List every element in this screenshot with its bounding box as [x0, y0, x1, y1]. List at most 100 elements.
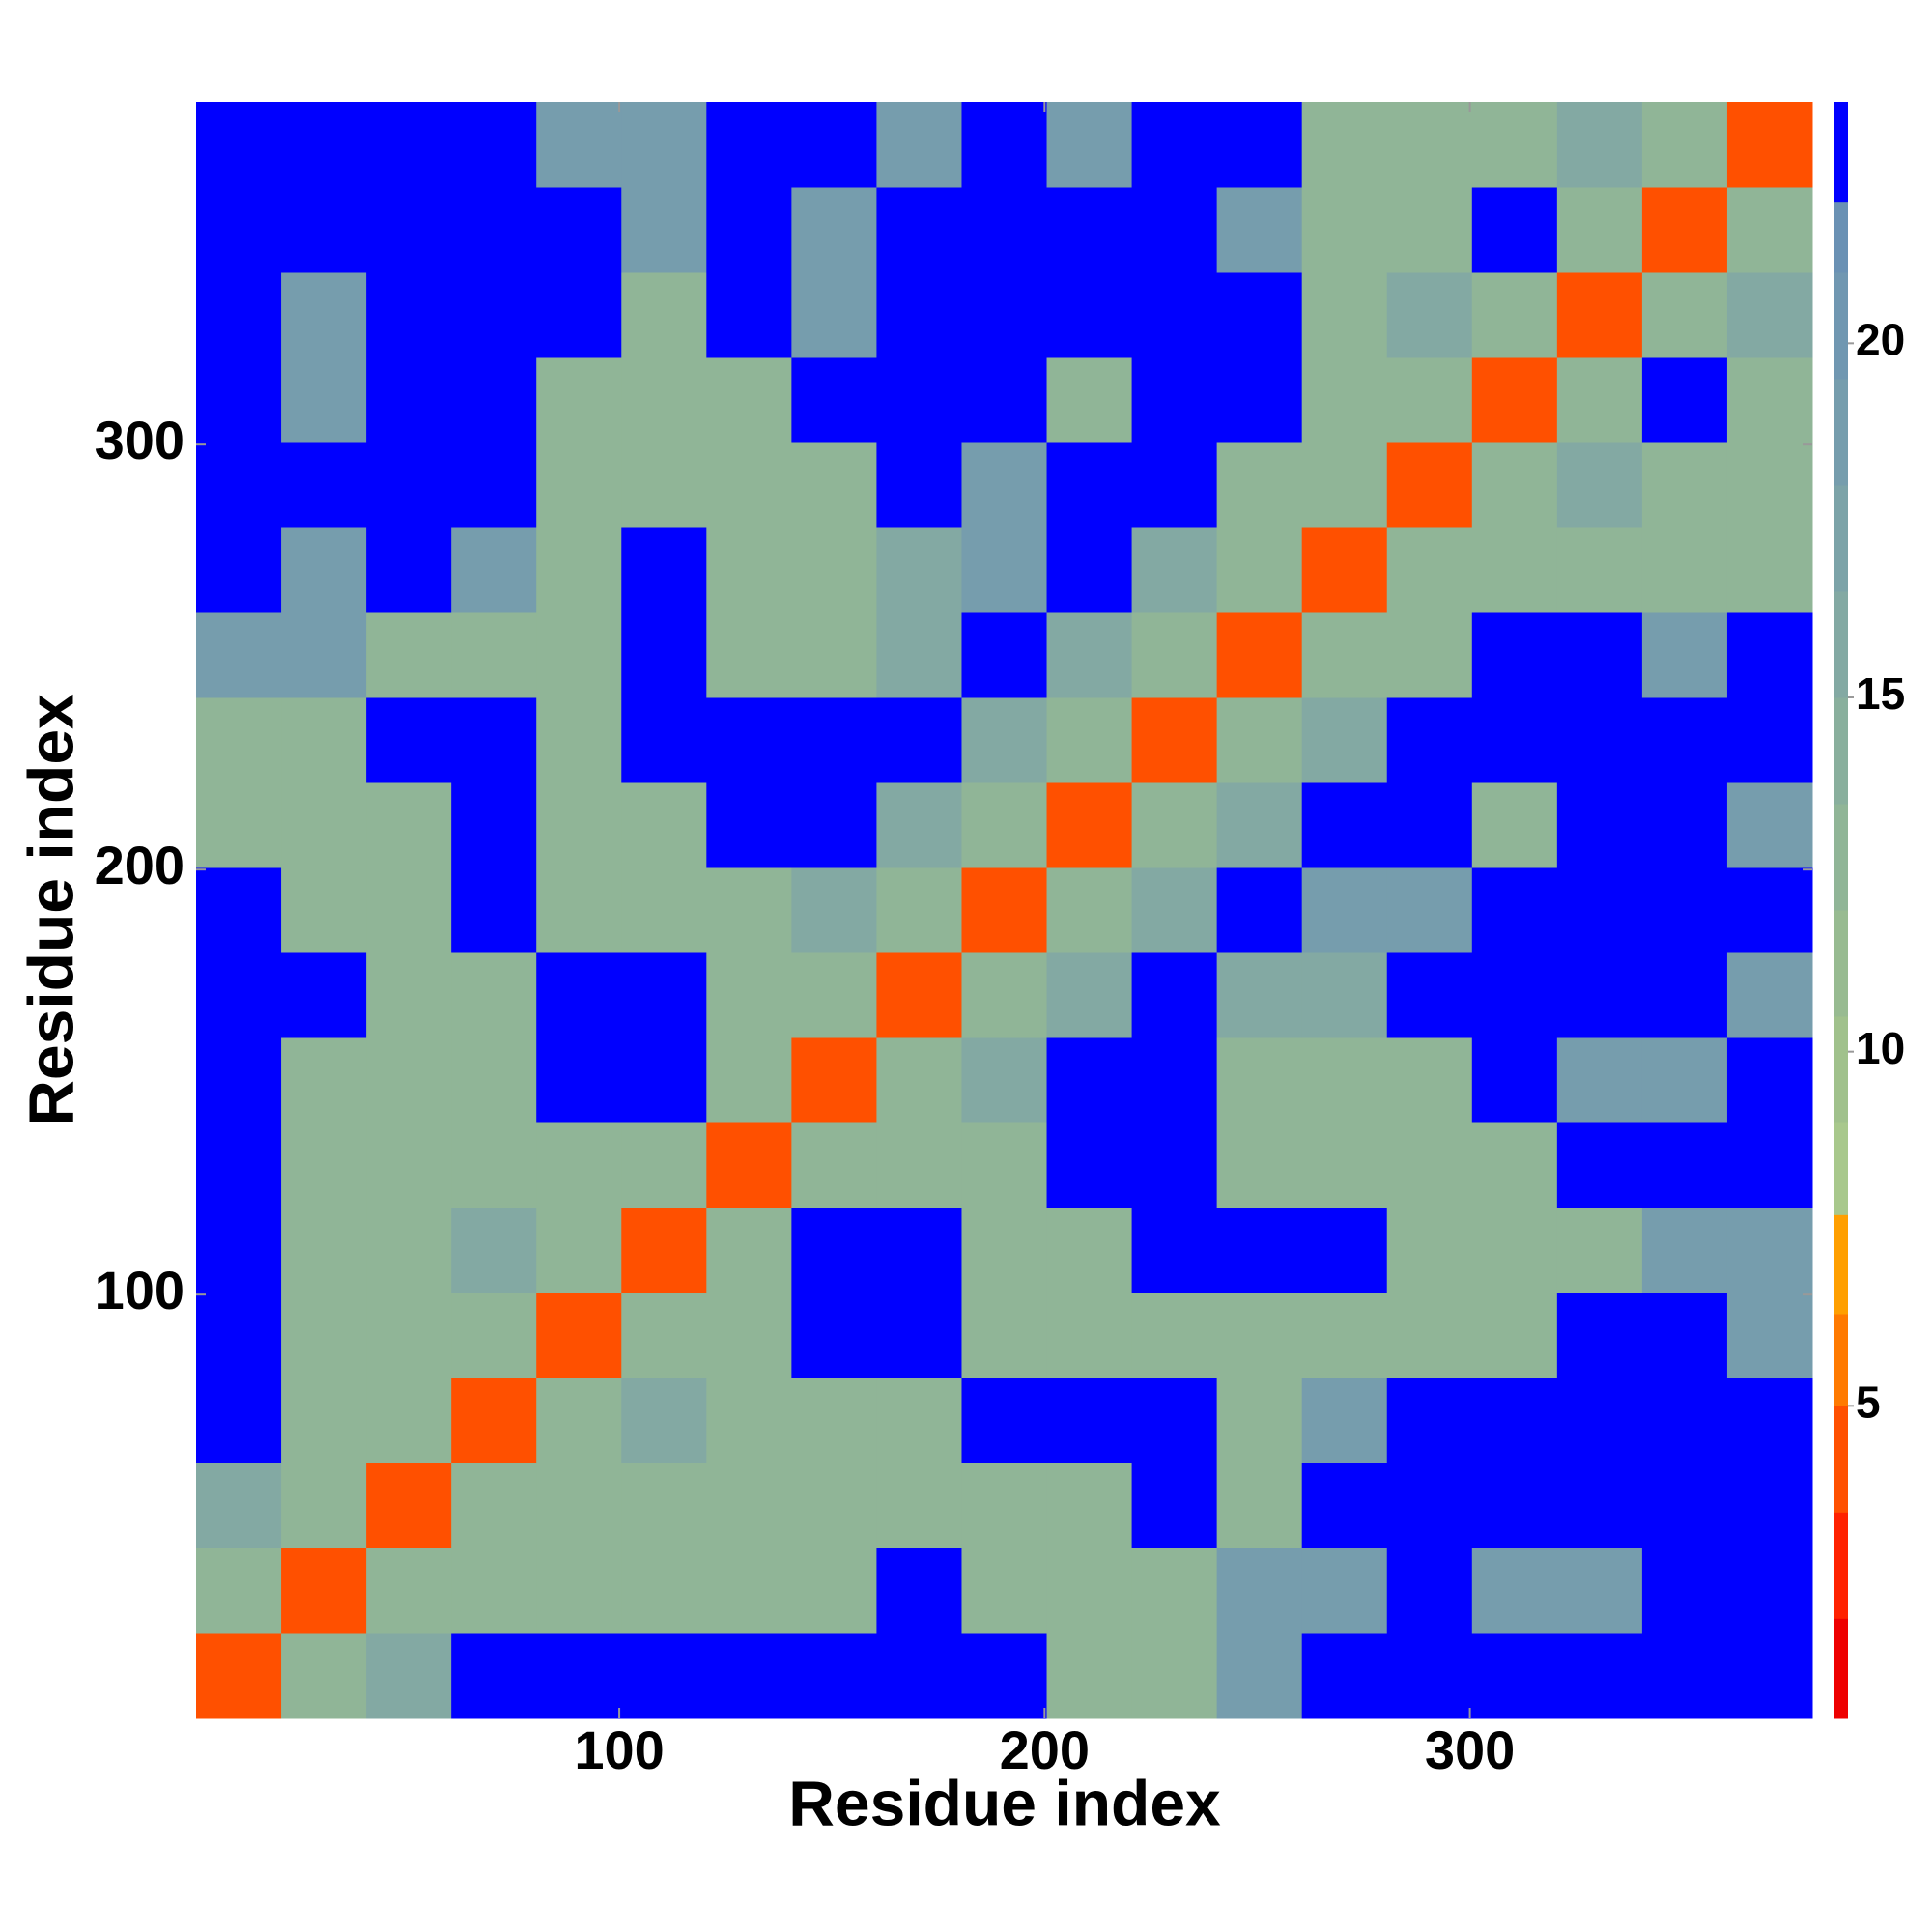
heatmap-cell — [1301, 527, 1388, 613]
heatmap-cell — [281, 527, 367, 613]
heatmap-cell — [876, 527, 962, 613]
heatmap-cell — [1386, 357, 1473, 443]
heatmap-cell — [1216, 1633, 1303, 1719]
heatmap-cell — [281, 187, 367, 273]
heatmap-cell — [1726, 187, 1813, 273]
heatmap-cell — [536, 697, 622, 783]
heatmap-cell — [196, 102, 282, 188]
heatmap-cell — [621, 442, 707, 528]
heatmap-cell — [196, 272, 282, 358]
heatmap-cell — [366, 612, 452, 698]
heatmap-cell — [281, 697, 367, 783]
heatmap-cell — [1131, 1548, 1218, 1634]
heatmap-cell — [791, 527, 877, 613]
heatmap-cell — [536, 1037, 622, 1123]
heatmap-cell — [1301, 1463, 1388, 1548]
heatmap-cell — [621, 272, 707, 358]
heatmap-cell — [1301, 1378, 1388, 1463]
heatmap-cell — [961, 1378, 1048, 1463]
heatmap-cell — [1471, 1037, 1558, 1123]
heatmap-cell — [621, 187, 707, 273]
heatmap-cell — [1471, 1633, 1558, 1719]
heatmap-cell — [706, 612, 792, 698]
heatmap-cell — [961, 612, 1048, 698]
heatmap-cell — [1556, 527, 1643, 613]
heatmap-cell — [451, 952, 537, 1038]
heatmap-cell — [366, 187, 452, 273]
heatmap-cell — [1131, 527, 1218, 613]
heatmap-cell — [876, 1037, 962, 1123]
heatmap-cell — [876, 187, 962, 273]
heatmap-cell — [876, 1633, 962, 1719]
heatmap-cell — [366, 952, 452, 1038]
heatmap-cell — [791, 102, 877, 188]
heatmap-cell — [281, 612, 367, 698]
heatmap-cell — [706, 272, 792, 358]
heatmap-cell — [451, 1037, 537, 1123]
heatmap-cell — [961, 527, 1048, 613]
heatmap-cell — [196, 187, 282, 273]
heatmap-cell — [1216, 952, 1303, 1038]
colorbar-tick-label: 10 — [1856, 1023, 1905, 1073]
heatmap-cell — [196, 357, 282, 443]
colorbar-segment — [1834, 1406, 1848, 1513]
heatmap-cell — [1386, 952, 1473, 1038]
heatmap-cell — [961, 952, 1048, 1038]
heatmap-cell — [1641, 867, 1728, 953]
heatmap-cell — [791, 1378, 877, 1463]
heatmap-cell — [451, 1122, 537, 1208]
heatmap-cell — [1301, 782, 1388, 868]
colorbar-segment — [1834, 201, 1848, 273]
heatmap-cell — [281, 782, 367, 868]
heatmap-cell — [281, 1548, 367, 1634]
heatmap-cell — [876, 102, 962, 188]
colorbar-tick-label: 15 — [1856, 668, 1905, 719]
heatmap-cell — [366, 1293, 452, 1378]
heatmap-cell — [1131, 102, 1218, 188]
heatmap-cell — [536, 187, 622, 273]
heatmap-cell — [1726, 867, 1813, 953]
heatmap-cell — [1726, 612, 1813, 698]
colorbar-segment — [1834, 1016, 1848, 1123]
heatmap-cell — [536, 1378, 622, 1463]
heatmap-cell — [1726, 1208, 1813, 1293]
heatmap-cell — [1131, 612, 1218, 698]
heatmap-cell — [1556, 1208, 1643, 1293]
heatmap-cell — [961, 357, 1048, 443]
heatmap-cell — [536, 1208, 622, 1293]
heatmap-cell — [1131, 357, 1218, 443]
heatmap-cell — [1386, 1548, 1473, 1634]
heatmap-cell — [621, 782, 707, 868]
heatmap-cell — [536, 867, 622, 953]
heatmap-cell — [1471, 357, 1558, 443]
heatmap-cell — [1301, 102, 1388, 188]
heatmap-cell — [706, 357, 792, 443]
heatmap-cell — [876, 272, 962, 358]
heatmap-cell — [1301, 1208, 1388, 1293]
heatmap-cell — [706, 187, 792, 273]
heatmap-cell — [196, 1037, 282, 1123]
heatmap-cell — [451, 442, 537, 528]
heatmap-cell — [281, 1378, 367, 1463]
heatmap-cell — [1046, 782, 1133, 868]
heatmap-cell — [1386, 442, 1473, 528]
heatmap-cell — [876, 612, 962, 698]
heatmap-cell — [281, 867, 367, 953]
heatmap-cell — [621, 1293, 707, 1378]
heatmap-cell — [1046, 612, 1133, 698]
y-tick-label: 100 — [95, 1260, 185, 1321]
heatmap-cell — [1216, 272, 1303, 358]
heatmap-cell — [366, 1633, 452, 1719]
heatmap-cell — [706, 697, 792, 783]
colorbar-segment — [1834, 272, 1848, 380]
heatmap-cell — [451, 782, 537, 868]
heatmap-cell — [1556, 782, 1643, 868]
y-axis-title: Residue index — [14, 694, 86, 1126]
heatmap-cell — [961, 1122, 1048, 1208]
heatmap-cell — [1216, 867, 1303, 953]
heatmap-cell — [1216, 1037, 1303, 1123]
heatmap-cell — [1726, 782, 1813, 868]
heatmap-cell — [536, 612, 622, 698]
heatmap-cell — [621, 612, 707, 698]
y-tick-label: 300 — [95, 410, 185, 470]
